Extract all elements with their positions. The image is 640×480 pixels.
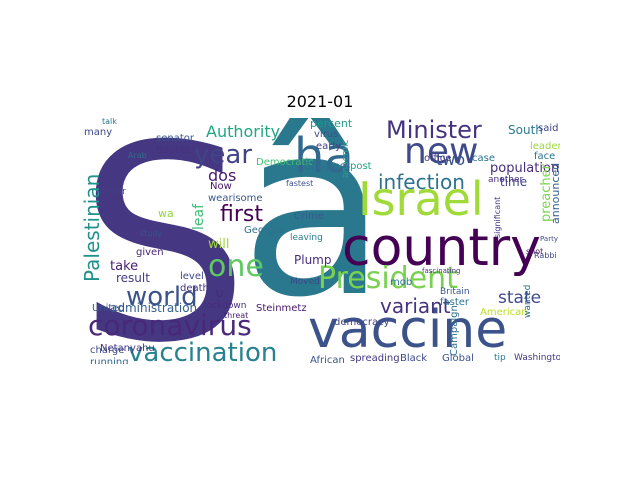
word-shot: shot [526,247,544,256]
word-population: population [490,161,560,176]
word-mob: mob [390,277,413,288]
word-never: never [100,187,126,197]
word-leader: leader [530,141,560,152]
word-faster: faster [440,297,470,308]
word-result: result [116,271,150,285]
word-palestinian: Palestinian [80,173,104,282]
word-another: another [488,175,524,185]
word-crime: Crime [294,211,324,222]
word-threat: threat [224,311,249,320]
word-georgia: Georgia [244,225,284,236]
word-take: take [110,259,139,274]
word-level: level [180,271,204,282]
word-charge: charge [90,345,125,356]
word-washington: Washington [514,353,560,363]
word-plump: Plump [294,253,332,267]
word-authority: Authority [206,122,281,141]
word-vaccination: vaccination [128,338,278,364]
word-leaf: leaf [191,203,207,230]
word-S: S [80,118,249,364]
word-united: United [92,303,125,314]
word-face: face [534,151,556,162]
word-case: case [472,153,495,164]
word-rabbi: Rabbi [534,251,557,260]
word-congress: Congress [304,161,351,172]
chart-title: 2021-01 [286,92,354,111]
word-two: two [436,150,466,169]
word-infection: infection [378,170,465,194]
word-state: state [498,288,542,308]
word-variant: variant [380,294,451,318]
word-african: African [310,355,345,365]
word-democratic: Democratic [256,157,314,168]
word-now: Now [210,181,232,192]
word-dos: dos [208,166,237,185]
word-israel: Israel [358,172,484,226]
word-ha: ha [294,128,354,184]
word-office: office [424,153,452,164]
word-moved: Moved [290,277,320,287]
word-virus: virus [314,129,339,140]
word-black: Black [400,353,428,364]
word-fastest: fastest [286,179,314,188]
word-lockdown: lockdown [204,301,247,311]
word-time: time [500,175,528,189]
word-wa: wa [158,207,174,220]
word-leaving: leaving [290,233,323,243]
word-vaccine: vaccine [308,300,508,360]
word-a-circumflex: â [240,118,388,350]
word-party: Party [540,235,558,243]
word-american: American [480,307,528,318]
word-senator: senator [156,133,194,144]
word-year: year [194,140,253,170]
word-given: given [136,247,164,258]
word-steinmetz: Steinmetz [256,303,307,314]
word-administration: administration [110,301,198,315]
word-said: said [538,123,559,134]
word-will: will [208,237,230,252]
word-percent: percent [310,118,353,130]
word-death: death [180,283,209,294]
word-first: first [220,202,263,227]
word-spreading: spreading [350,353,400,364]
word-talk: talk [102,118,117,126]
word-democracy: democracy [334,317,390,328]
word-global: Global [442,353,474,364]
word-britain: Britain [440,287,470,297]
word-announced: announced [549,162,560,224]
word-one: one [208,249,264,284]
word-u: U [216,289,224,300]
word-post: post [350,161,372,172]
word-study: study [140,229,163,238]
word-many: many [84,127,113,138]
word-new: new [404,131,479,172]
word-coronavirus: coronavirus [88,309,252,342]
word-netanyahu: Netanyahu [100,343,155,354]
word-baptist: Baptist [156,145,192,156]
word-running: running [90,357,129,365]
word-cloud: S â vaccine country Israel ha new Presid… [80,118,560,364]
word-significant: significant [493,196,502,238]
word-south: South [508,123,543,137]
word-tip: tip [494,353,506,363]
word-arab: Arab [128,151,147,160]
word-country: country [342,218,541,278]
word-campaign: Campaign [449,305,460,356]
word-early: early [316,141,342,152]
word-president: President [318,261,458,296]
word-minister: Minister [386,118,482,144]
word-anaemic: anaemic [341,139,351,179]
word-wanted: wanted [523,284,533,318]
word-wearisome: wearisome [208,193,263,204]
word-fascinating: fascinating [422,267,461,275]
word-world: world [126,282,198,312]
